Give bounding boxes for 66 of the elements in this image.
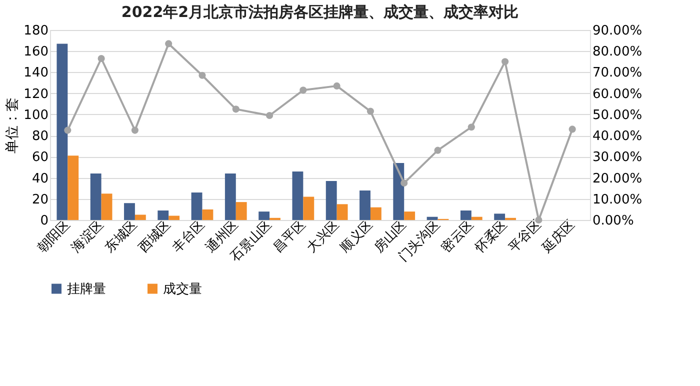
bar	[326, 180, 337, 220]
point	[300, 86, 307, 94]
point	[333, 82, 340, 90]
bar	[494, 214, 506, 220]
y-axis-title: 单位：套	[4, 98, 21, 154]
bar	[393, 163, 404, 220]
y2-tick-label: 60.00%	[592, 86, 642, 102]
point	[64, 126, 72, 134]
bar	[471, 216, 482, 220]
bar	[202, 209, 214, 220]
y-tick-label: 80	[32, 129, 48, 144]
legend-label: 挂牌量	[67, 282, 106, 297]
y2-tick-label: 90.00%	[592, 24, 642, 38]
y-tick-label: 160	[24, 44, 48, 60]
bar	[460, 210, 472, 220]
point	[366, 108, 374, 115]
bar	[191, 192, 202, 220]
y-tick-label: 20	[32, 192, 48, 208]
y2-tick-label: 70.00%	[592, 66, 642, 81]
y2-tick-label: 80.00%	[592, 44, 642, 60]
point	[502, 58, 509, 66]
bar	[101, 194, 112, 220]
y2-tick-label: 20.00%	[592, 171, 642, 186]
bar	[292, 171, 304, 220]
y-tick-label: 40	[32, 171, 48, 186]
point	[165, 40, 172, 48]
y2-tick-label: 0.00%	[592, 214, 634, 228]
bar	[258, 212, 270, 220]
bar	[236, 202, 247, 220]
y2-tick-label: 40.00%	[592, 129, 642, 144]
point	[232, 106, 240, 113]
y-tick-label: 60	[32, 150, 48, 166]
bar	[303, 196, 314, 220]
point	[198, 72, 206, 79]
point	[568, 126, 576, 133]
y-tick-label: 100	[24, 108, 48, 123]
bar	[124, 203, 135, 220]
point	[400, 180, 408, 187]
y-tick-label: 120	[24, 86, 48, 102]
point	[98, 54, 105, 62]
point	[434, 146, 442, 154]
bar	[90, 174, 102, 220]
bar	[134, 214, 146, 220]
bar	[360, 190, 370, 220]
bar	[68, 156, 79, 220]
bar	[426, 216, 438, 220]
point	[266, 112, 274, 120]
x-tick-label: 昌平区	[270, 218, 309, 256]
bar	[224, 174, 236, 220]
chart-title: 2022年2月北京市法拍房各区挂牌量、成交量、成交率对比	[121, 3, 519, 21]
point	[131, 126, 138, 134]
x-tick-label: 西城区	[136, 218, 174, 256]
y-tick-label: 140	[24, 66, 48, 81]
bar	[168, 216, 180, 220]
bar	[336, 204, 348, 220]
bar	[370, 207, 382, 220]
legend-label: 成交量	[163, 280, 202, 297]
y-tick-label: 180	[24, 24, 48, 38]
y-tick-label: 0	[40, 214, 48, 228]
bar	[158, 210, 169, 220]
point	[468, 124, 475, 131]
bar	[56, 44, 68, 220]
y2-tick-label: 50.00%	[592, 108, 642, 123]
y2-tick-label: 30.00%	[592, 150, 642, 166]
bar	[404, 212, 416, 220]
y2-tick-label: 10.00%	[592, 192, 642, 208]
